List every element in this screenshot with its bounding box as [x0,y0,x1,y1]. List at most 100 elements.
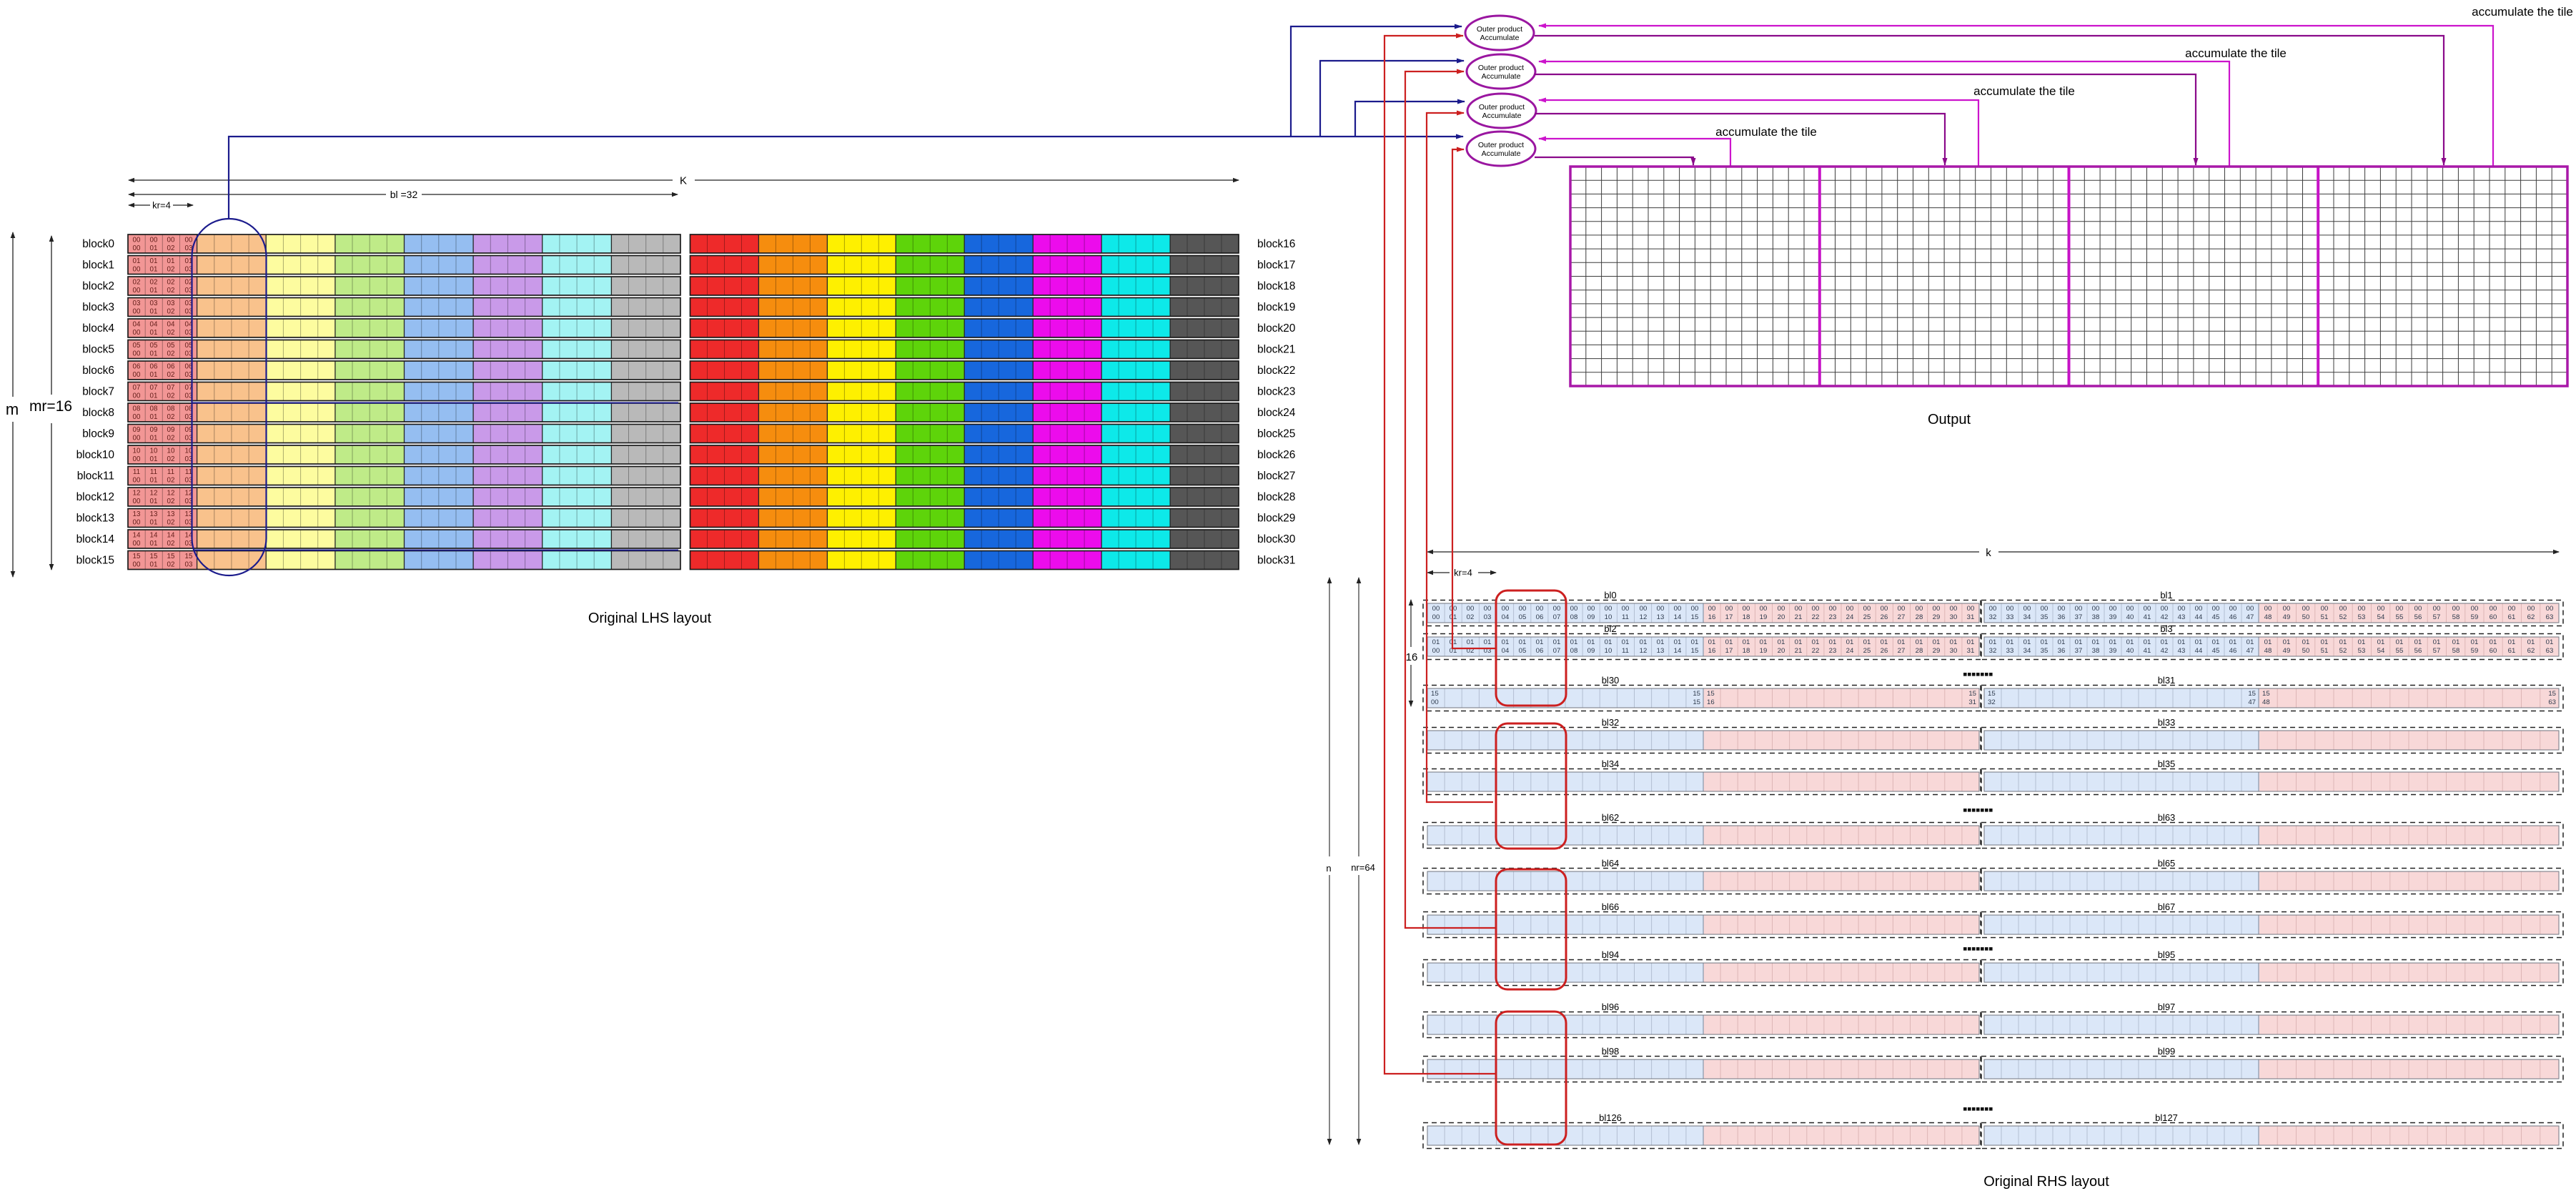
svg-text:02: 02 [133,279,141,287]
svg-text:31: 31 [1967,613,1975,621]
svg-text:02: 02 [167,519,175,527]
svg-text:58: 58 [2452,647,2460,655]
svg-text:42: 42 [2161,613,2169,621]
svg-text:09: 09 [1587,613,1595,621]
svg-text:00: 00 [1622,605,1630,613]
svg-text:08: 08 [150,405,158,413]
svg-text:02: 02 [167,498,175,505]
svg-text:15: 15 [1693,698,1700,706]
svg-text:00: 00 [1432,647,1440,655]
svg-text:block20: block20 [1257,322,1296,335]
svg-text:02: 02 [167,413,175,421]
svg-text:block29: block29 [1257,513,1295,525]
svg-text:59: 59 [2471,613,2479,621]
svg-text:01: 01 [1708,638,1716,646]
svg-text:00: 00 [2414,605,2422,613]
svg-text:bl95: bl95 [2158,949,2176,960]
svg-text:02: 02 [167,371,175,379]
svg-text:bl32: bl32 [1602,717,1620,728]
svg-text:06: 06 [1536,613,1544,621]
svg-text:00: 00 [133,266,141,274]
svg-text:01: 01 [150,435,158,443]
svg-text:00: 00 [1743,605,1750,613]
svg-text:20: 20 [1778,647,1785,655]
svg-text:block18: block18 [1257,280,1295,292]
svg-text:15: 15 [2548,690,2556,698]
svg-text:bl126: bl126 [1599,1112,1622,1123]
svg-text:63: 63 [2546,647,2554,655]
svg-text:bl66: bl66 [1602,901,1620,912]
svg-text:13: 13 [1657,613,1665,621]
svg-text:06: 06 [133,363,141,371]
svg-text:46: 46 [2229,613,2237,621]
svg-text:block4: block4 [82,322,114,335]
svg-text:01: 01 [2075,638,2083,646]
svg-text:01: 01 [150,477,158,485]
svg-text:10: 10 [185,448,193,455]
svg-text:00: 00 [1950,605,1958,613]
svg-text:bl97: bl97 [2158,1002,2176,1012]
svg-text:05: 05 [133,342,141,350]
svg-text:block24: block24 [1257,407,1296,419]
svg-text:01: 01 [2006,638,2014,646]
svg-text:block26: block26 [1257,449,1295,461]
svg-text:33: 33 [2006,613,2014,621]
svg-text:bl31: bl31 [2158,675,2176,686]
svg-text:bl67: bl67 [2158,901,2176,912]
svg-text:60: 60 [2490,613,2497,621]
svg-text:03: 03 [185,244,193,252]
svg-text:block8: block8 [82,407,114,419]
svg-text:00: 00 [2144,605,2151,613]
svg-text:block2: block2 [82,280,114,292]
svg-text:61: 61 [2508,613,2516,621]
svg-text:01: 01 [1812,638,1820,646]
svg-text:32: 32 [1989,647,1997,655]
svg-text:01: 01 [150,371,158,379]
svg-text:Outer product: Outer product [1478,141,1524,149]
svg-text:01: 01 [1916,638,1923,646]
svg-text:11: 11 [150,468,157,476]
svg-text:00: 00 [2161,605,2169,613]
svg-text:00: 00 [2471,605,2479,613]
svg-text:17: 17 [1725,647,1733,655]
svg-text:00: 00 [2490,605,2497,613]
svg-text:00: 00 [133,392,141,400]
svg-text:63: 63 [2548,698,2556,706]
svg-text:01: 01 [2339,638,2347,646]
svg-text:01: 01 [1950,638,1958,646]
svg-text:01: 01 [1933,638,1941,646]
svg-text:00: 00 [2041,605,2049,613]
svg-text:25: 25 [1863,613,1871,621]
svg-text:01: 01 [1570,638,1578,646]
svg-text:00: 00 [1674,605,1682,613]
svg-text:01: 01 [133,257,141,265]
svg-text:06: 06 [1536,647,1544,655]
svg-text:01: 01 [1450,647,1457,655]
svg-text:00: 00 [1863,605,1871,613]
svg-text:27: 27 [1898,613,1906,621]
svg-text:03: 03 [185,540,193,548]
svg-text:44: 44 [2195,613,2203,621]
svg-text:01: 01 [2283,638,2291,646]
svg-text:00: 00 [1657,605,1665,613]
svg-text:16: 16 [1707,698,1715,706]
svg-text:01: 01 [1863,638,1871,646]
svg-text:15: 15 [1431,690,1439,698]
svg-text:05: 05 [1519,613,1527,621]
svg-text:00: 00 [2006,605,2014,613]
svg-text:01: 01 [1553,638,1561,646]
svg-text:bl94: bl94 [1602,949,1620,960]
svg-text:14: 14 [1674,647,1682,655]
svg-text:08: 08 [1570,613,1578,621]
svg-text:block27: block27 [1257,470,1295,483]
svg-text:15: 15 [133,553,141,560]
svg-text:00: 00 [1916,605,1923,613]
svg-text:07: 07 [167,384,175,392]
svg-text:01: 01 [1605,638,1613,646]
svg-text:10: 10 [1605,647,1613,655]
svg-text:bl99: bl99 [2158,1046,2176,1057]
svg-text:block12: block12 [76,491,114,503]
svg-text:02: 02 [167,279,175,287]
svg-text:01: 01 [2246,638,2254,646]
svg-text:01: 01 [1778,638,1785,646]
